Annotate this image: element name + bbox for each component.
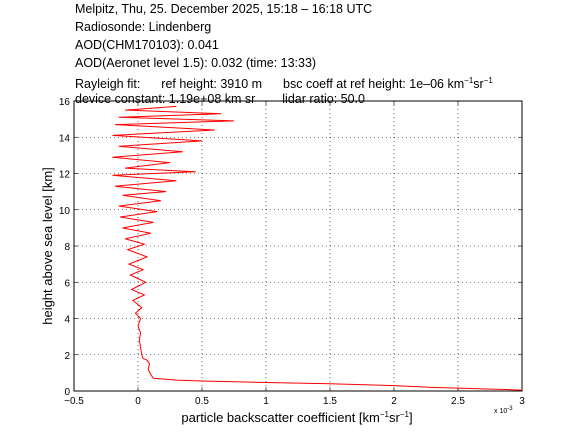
y-tick-label: 12 <box>59 170 71 181</box>
x-axis-multiplier-exp: -3 <box>507 406 513 412</box>
x-axis-label-sup2: −1 <box>400 410 410 419</box>
x-tick-label: −0.5 <box>64 396 84 407</box>
x-axis-label-main: particle backscatter coefficient [km <box>181 410 379 425</box>
header-lidar-ratio: lidar ratio: 50.0 <box>282 92 365 106</box>
series-line-backscatter-profile <box>112 105 523 391</box>
x-axis-multiplier: x 10-3 <box>494 406 513 415</box>
header-aod-chm: AOD(CHM170103): 0.041 <box>75 38 219 52</box>
x-axis-label-mid: sr <box>389 410 401 425</box>
header-ref-height: ref height: 3910 m <box>161 77 263 92</box>
y-axis-label: height above sea level [km] <box>40 167 55 325</box>
header-bsc-sup2: −1 <box>483 76 493 85</box>
x-tick-label: 1 <box>263 396 269 407</box>
y-tick-label: 10 <box>59 206 71 217</box>
x-tick-label: 1.5 <box>323 396 337 407</box>
y-tick-labels: 0 2 4 6 8 10 12 14 16 <box>59 97 71 398</box>
header-device-info: device constant: 1.19e+08 km sr lidar ra… <box>75 90 570 108</box>
y-tick-label: 14 <box>59 133 71 144</box>
y-tick-label: 16 <box>59 97 71 108</box>
y-tick-label: 8 <box>64 242 70 253</box>
y-tick-label: 2 <box>64 351 70 362</box>
header-bsc-sr: sr <box>473 77 484 92</box>
x-tick-label: 0 <box>135 396 141 407</box>
x-axis-multiplier-base: x 10 <box>494 408 507 415</box>
header-location-time: Melpitz, Thu, 25. December 2025, 15:18 –… <box>75 2 373 16</box>
x-axis-label: particle backscatter coefficient [km−1sr… <box>181 410 412 425</box>
x-axis-label-end: ] <box>409 410 413 425</box>
y-tick-label: 4 <box>64 315 70 326</box>
x-tick-label: 2 <box>391 396 397 407</box>
x-tick-label: 3 <box>519 396 525 407</box>
header-aod-aeronet: AOD(Aeronet level 1.5): 0.032 (time: 13:… <box>75 56 317 70</box>
header-rayleigh-label: Rayleigh fit: <box>75 77 141 92</box>
header-radiosonde: Radiosonde: Lindenberg <box>75 20 212 34</box>
axis-ticks <box>73 100 523 392</box>
x-tick-labels: −0.5 0 0.5 1 1.5 2 2.5 3 <box>64 396 525 407</box>
header-device-constant: device constant: 1.19e+08 km sr <box>75 92 256 106</box>
y-tick-label: 6 <box>64 278 70 289</box>
y-tick-label: 0 <box>64 387 70 398</box>
header-rayleigh-fit: Rayleigh fit: ref height: 3910 m bsc coe… <box>75 72 570 92</box>
header-bsc-sup1: −1 <box>464 76 474 85</box>
x-tick-label: 0.5 <box>195 396 209 407</box>
header-bsc-coeff: bsc coeff at ref height: 1e–06 km <box>283 77 465 92</box>
grid-lines <box>74 101 522 391</box>
x-axis-label-sup1: −1 <box>380 410 390 419</box>
x-tick-label: 2.5 <box>451 396 465 407</box>
chart-header: Melpitz, Thu, 25. December 2025, 15:18 –… <box>75 0 570 108</box>
